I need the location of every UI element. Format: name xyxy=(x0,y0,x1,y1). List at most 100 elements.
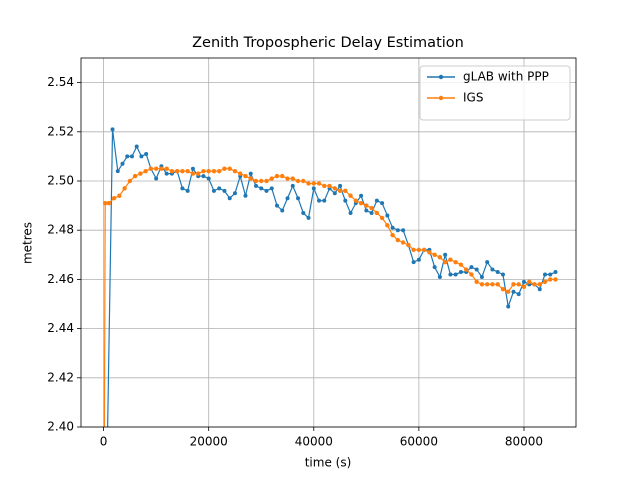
data-point xyxy=(132,173,138,179)
data-point xyxy=(553,270,558,275)
data-point xyxy=(190,171,196,176)
data-point xyxy=(125,154,130,159)
data-point xyxy=(285,196,290,201)
data-point xyxy=(253,183,258,188)
grid-layer xyxy=(81,58,576,428)
data-point xyxy=(542,272,547,277)
data-point xyxy=(211,188,216,193)
data-point xyxy=(285,176,290,181)
data-point xyxy=(369,210,374,215)
data-point xyxy=(432,252,437,257)
data-point xyxy=(337,188,343,194)
data-point xyxy=(458,270,463,275)
y-tick-label: 2.48 xyxy=(47,223,74,237)
legend-marker xyxy=(438,74,444,80)
data-point xyxy=(432,265,437,270)
data-point xyxy=(379,215,385,221)
data-point xyxy=(110,127,115,132)
data-point xyxy=(521,284,527,289)
data-point xyxy=(102,200,108,206)
data-point xyxy=(442,259,448,265)
data-point xyxy=(269,186,274,191)
data-point xyxy=(129,154,134,159)
data-point xyxy=(264,178,269,184)
y-tick-label: 2.46 xyxy=(47,272,74,286)
data-point xyxy=(390,232,395,238)
data-point xyxy=(353,198,359,203)
x-tick-label: 0 xyxy=(100,435,108,449)
data-point xyxy=(453,259,458,265)
data-point xyxy=(274,173,280,179)
x-tick-label: 60000 xyxy=(400,435,438,449)
data-point xyxy=(201,174,206,179)
data-point xyxy=(364,203,369,208)
data-point xyxy=(448,257,453,262)
data-point xyxy=(169,168,175,174)
data-point xyxy=(211,168,217,174)
data-point xyxy=(511,289,516,294)
axes-frame xyxy=(80,57,577,428)
data-point xyxy=(164,171,169,176)
data-point xyxy=(532,282,537,287)
y-tick-label: 2.54 xyxy=(47,75,74,89)
data-point xyxy=(134,144,139,149)
data-point xyxy=(458,262,464,267)
chart-title: Zenith Tropospheric Delay Estimation xyxy=(192,35,464,51)
x-tick-label: 80000 xyxy=(505,435,543,449)
data-point xyxy=(416,247,422,253)
data-point xyxy=(111,196,117,201)
data-point xyxy=(259,178,264,184)
data-point xyxy=(443,252,448,257)
data-point xyxy=(311,186,316,191)
data-point xyxy=(521,279,526,284)
data-point xyxy=(327,183,332,189)
data-point xyxy=(374,210,380,216)
data-point xyxy=(495,282,500,287)
y-tick-label: 2.44 xyxy=(47,321,74,335)
data-point xyxy=(248,176,253,181)
data-point xyxy=(548,272,553,277)
y-tick-label: 2.42 xyxy=(47,370,74,384)
data-point xyxy=(317,198,322,203)
data-point xyxy=(185,188,190,193)
data-point xyxy=(122,186,127,191)
legend-label: gLAB with PPP xyxy=(463,70,549,84)
data-point xyxy=(295,178,301,184)
data-point xyxy=(385,213,390,218)
data-point xyxy=(301,210,306,215)
plot-area xyxy=(102,127,558,427)
data-point xyxy=(275,203,280,208)
data-point xyxy=(490,282,495,287)
data-point xyxy=(338,183,343,188)
y-tick-label: 2.40 xyxy=(47,420,74,434)
data-point xyxy=(469,265,474,270)
data-point xyxy=(369,205,374,211)
data-point xyxy=(217,186,222,191)
data-point xyxy=(206,168,211,174)
data-point xyxy=(348,193,353,198)
data-point xyxy=(190,166,195,171)
data-point xyxy=(395,228,400,233)
legend: gLAB with PPP IGS xyxy=(419,65,571,121)
data-point xyxy=(259,186,264,191)
data-point xyxy=(264,188,269,193)
data-point xyxy=(385,223,390,228)
data-point xyxy=(316,181,322,186)
data-point xyxy=(117,193,122,198)
y-tick-label: 2.50 xyxy=(47,174,74,188)
data-point xyxy=(222,188,227,193)
data-point xyxy=(411,247,416,253)
data-point xyxy=(463,267,469,272)
data-point xyxy=(495,270,500,275)
data-point xyxy=(106,200,112,206)
data-point xyxy=(537,287,542,292)
data-point xyxy=(390,225,395,230)
data-point xyxy=(269,176,274,181)
data-point xyxy=(322,183,327,189)
data-point xyxy=(374,198,379,203)
data-point xyxy=(148,166,154,171)
data-point xyxy=(401,228,406,233)
data-point xyxy=(500,287,506,292)
data-point xyxy=(180,186,185,191)
